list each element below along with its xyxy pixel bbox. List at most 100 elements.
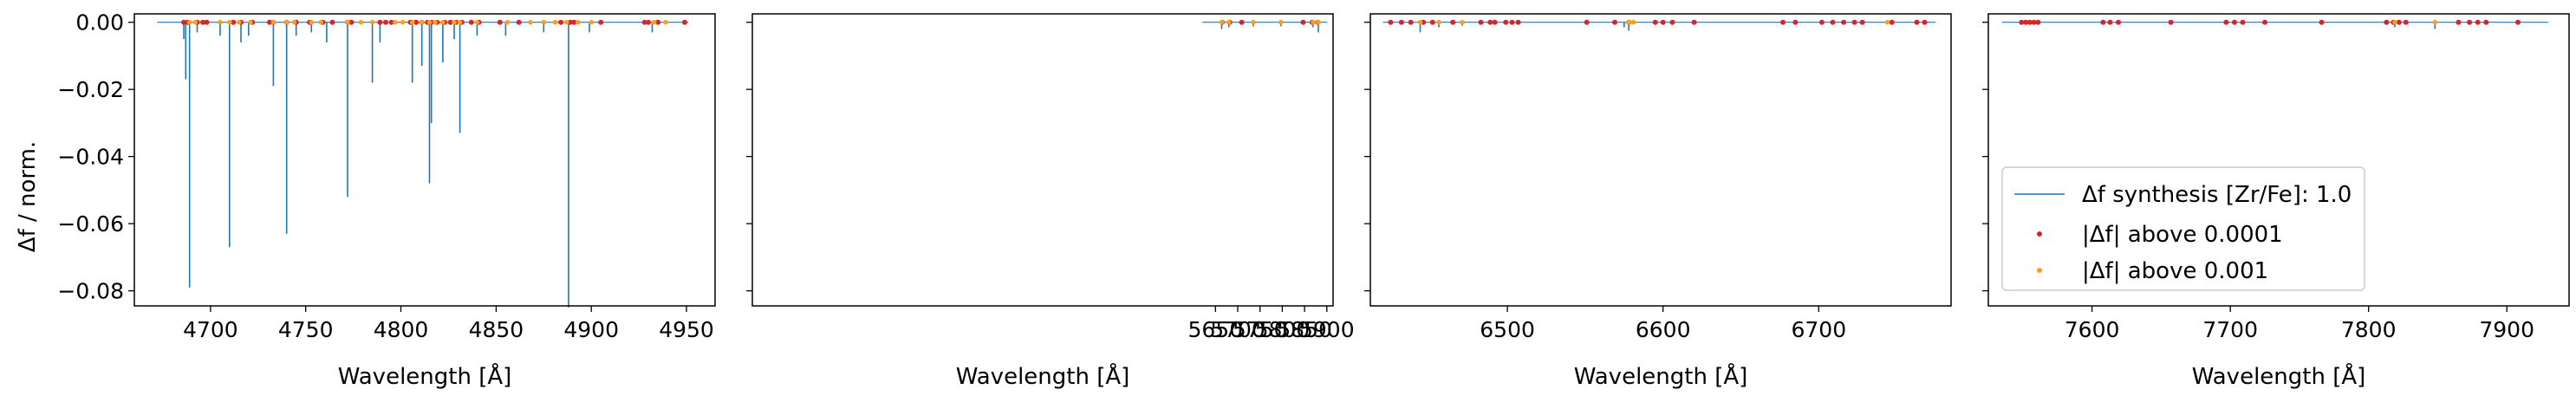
x-tick-label: 5750 — [1233, 317, 1288, 342]
point-above-0001 — [1660, 19, 1666, 25]
point-above-001 — [651, 19, 657, 25]
legend-above-0001-label: |Δf| above 0.0001 — [2082, 222, 2283, 248]
point-above-001 — [1316, 19, 1321, 25]
x-tick-label: 5800 — [1255, 317, 1311, 342]
point-above-0001 — [2168, 19, 2174, 25]
point-above-0001 — [204, 19, 210, 25]
point-above-001 — [1251, 19, 1256, 25]
point-above-001 — [248, 19, 253, 25]
point-above-001 — [291, 19, 297, 25]
point-above-001 — [426, 19, 433, 25]
point-above-0001 — [413, 19, 420, 25]
point-above-001 — [1226, 19, 1232, 25]
panel-2-frame — [751, 13, 1334, 307]
point-above-001 — [227, 19, 232, 25]
point-above-001 — [237, 19, 242, 25]
point-above-0001 — [1792, 19, 1799, 25]
point-above-001 — [1278, 19, 1284, 25]
x-tick-label: 5900 — [1299, 317, 1355, 342]
legend-above-001-label: |Δf| above 0.001 — [2082, 258, 2268, 284]
panel-3-plot-content — [1382, 19, 1935, 33]
point-above-0001 — [1780, 19, 1786, 25]
point-above-0001 — [571, 19, 577, 25]
point-above-001 — [576, 19, 581, 25]
point-above-0001 — [1691, 19, 1697, 25]
panel-2-x-axis-label: Wavelength [Å] — [956, 362, 1130, 390]
point-above-0001 — [1859, 19, 1865, 25]
legend-above-001-swatch — [2037, 268, 2042, 273]
y-tick-label: −0.02 — [57, 77, 124, 102]
point-above-0001 — [2467, 19, 2473, 25]
point-above-0001 — [348, 19, 355, 25]
point-above-0001 — [2100, 19, 2106, 25]
panel-1-plot-content — [157, 19, 689, 308]
point-above-001 — [345, 19, 350, 25]
y-tick-label: −0.04 — [57, 145, 124, 170]
point-above-001 — [1630, 19, 1636, 25]
x-tick-label: 7600 — [2065, 317, 2120, 342]
point-above-0001 — [1841, 19, 1847, 25]
point-above-001 — [2392, 19, 2397, 25]
point-above-0001 — [2475, 19, 2481, 25]
legend-above-0001-swatch — [2037, 231, 2042, 237]
point-above-0001 — [1851, 19, 1857, 25]
panel-1-ticks: 4700 4750 4800 4850 4900 4950 0.00 −0.02 −0.04 −0… — [57, 10, 713, 342]
point-above-001 — [528, 19, 533, 25]
point-above-001 — [400, 19, 406, 25]
x-tick-label: 7800 — [2341, 317, 2397, 342]
point-above-0001 — [1652, 19, 1658, 25]
point-above-0001 — [1487, 19, 1493, 25]
point-above-0001 — [2019, 19, 2025, 25]
point-above-001 — [369, 19, 375, 25]
point-above-001 — [283, 19, 289, 25]
legend: Δf synthesis [Zr/Fe]: 1.0 |Δf| above 0.0… — [2001, 166, 2365, 291]
point-above-0001 — [1492, 19, 1498, 25]
point-above-0001 — [1669, 19, 1675, 25]
point-above-0001 — [568, 19, 573, 25]
x-tick-label: 7700 — [2202, 317, 2258, 342]
panel-3-frame — [1369, 13, 1952, 307]
point-above-0001 — [2319, 19, 2325, 25]
point-above-0001 — [377, 19, 383, 25]
point-above-001 — [358, 19, 364, 25]
point-above-0001 — [388, 19, 394, 25]
point-above-0001 — [1889, 19, 1895, 25]
x-tick-label: 4950 — [659, 317, 714, 342]
y-tick-label: −0.08 — [57, 279, 124, 304]
panel-3: 6500 6600 6700 Wavelength [Å] — [1364, 13, 1952, 390]
x-tick-label: 4800 — [374, 317, 429, 342]
point-above-001 — [504, 19, 511, 25]
point-above-0001 — [2026, 19, 2033, 25]
panel-4-plot-content — [2002, 19, 2549, 29]
point-above-0001 — [646, 19, 652, 25]
point-above-001 — [552, 19, 558, 25]
point-above-0001 — [2384, 19, 2390, 25]
point-above-001 — [457, 19, 463, 25]
point-above-0001 — [1584, 19, 1590, 25]
point-above-0001 — [468, 19, 474, 25]
point-above-0001 — [2396, 19, 2402, 25]
point-above-001 — [186, 19, 192, 25]
y-tick-label: −0.06 — [57, 211, 124, 237]
point-above-0001 — [1914, 19, 1920, 25]
point-above-0001 — [1408, 19, 1414, 25]
point-above-0001 — [383, 19, 388, 25]
point-above-0001 — [447, 19, 453, 25]
panel-3-ticks: 6500 6600 6700 — [1364, 22, 1846, 342]
point-above-001 — [563, 19, 569, 25]
point-above-001 — [440, 19, 446, 25]
point-above-0001 — [516, 19, 522, 25]
point-above-001 — [541, 19, 547, 25]
y-tick-label: 0.00 — [75, 10, 124, 36]
panel-3-x-axis-label: Wavelength [Å] — [1574, 362, 1748, 390]
point-above-001 — [270, 19, 276, 25]
point-above-001 — [433, 19, 438, 25]
y-axis-label: Δf / norm. — [15, 141, 41, 252]
point-above-001 — [1884, 19, 1890, 25]
x-tick-label: 6500 — [1480, 317, 1535, 342]
point-above-001 — [1460, 19, 1465, 25]
point-above-0001 — [267, 19, 272, 25]
point-above-0001 — [1818, 19, 1825, 25]
